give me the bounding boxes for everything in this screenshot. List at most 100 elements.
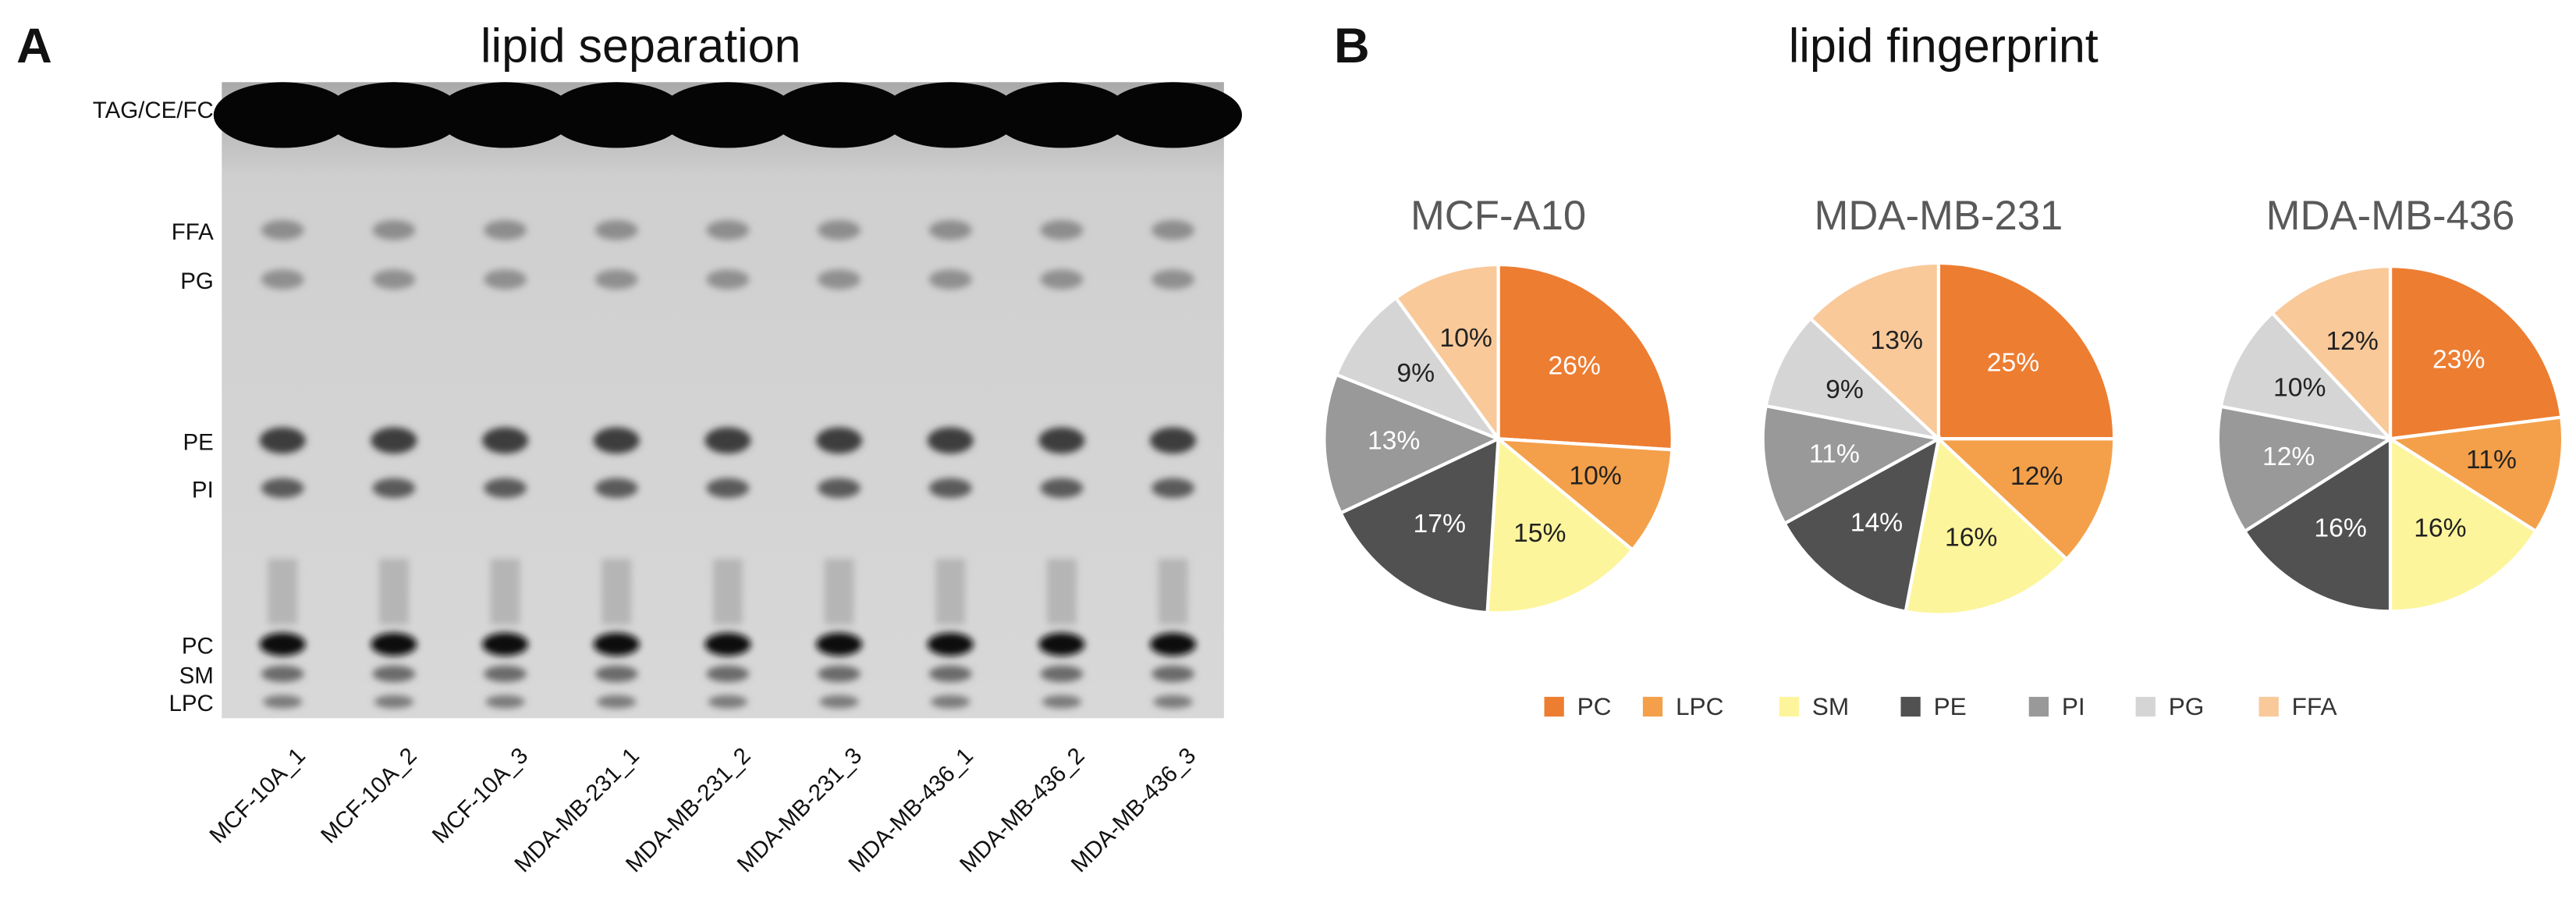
slice-label: 12% [2262, 443, 2315, 471]
slice-label: 10% [1439, 324, 1492, 353]
legend-label: PI [2062, 692, 2085, 720]
tlc-bands [213, 82, 1243, 709]
band [485, 695, 525, 709]
pie-slice [1782, 435, 1941, 614]
band [372, 665, 416, 682]
band [1040, 478, 1084, 499]
slice-label: 10% [2273, 373, 2326, 402]
slice-label: 17% [1414, 510, 1466, 539]
band [706, 665, 750, 682]
legend-swatch [1900, 696, 1921, 717]
pie-slice [1936, 261, 2117, 441]
band [927, 427, 974, 454]
panel-title: lipid fingerprint [1789, 19, 2099, 72]
band-label: PG [180, 268, 214, 294]
band [372, 269, 416, 290]
pie-slice [2242, 435, 2393, 613]
band-label: SM [179, 663, 214, 688]
band [928, 220, 972, 240]
slice-label: 26% [1548, 351, 1600, 380]
pie-slice [1393, 262, 1500, 444]
band [704, 427, 751, 454]
band [708, 695, 748, 709]
band [482, 427, 529, 454]
band [259, 427, 306, 454]
legend-label: PC [1577, 692, 1612, 720]
band [928, 665, 972, 682]
slice-label: 11% [2466, 446, 2517, 475]
band [374, 695, 414, 709]
legend-swatch [1642, 696, 1663, 717]
slice-label: 25% [1987, 349, 2039, 378]
band [484, 269, 527, 290]
pie-title: MDA-MB-231 [1815, 193, 2063, 239]
band [1038, 427, 1085, 454]
band [930, 695, 970, 709]
band-label: TAG/CE/FC [93, 98, 214, 123]
band [1151, 665, 1194, 682]
lane-smear [268, 558, 298, 625]
lane-smear [1158, 558, 1188, 625]
pie-slice [1904, 435, 2070, 617]
panel-title: lipid separation [481, 19, 801, 72]
band [213, 82, 352, 148]
pie-slice [2385, 415, 2565, 534]
band [1151, 478, 1194, 499]
legend-swatch [2258, 696, 2279, 717]
band [484, 665, 527, 682]
band [261, 665, 304, 682]
band [881, 82, 1020, 148]
band [928, 269, 972, 290]
pie-slice [1496, 262, 1674, 452]
band [818, 665, 860, 682]
band-label: PC [182, 633, 214, 659]
band [262, 695, 303, 709]
pie-slice [1322, 372, 1503, 516]
band-label: PI [192, 477, 214, 503]
lane-smear [712, 558, 743, 625]
legend-label: PG [2169, 692, 2205, 720]
lane-smear [601, 558, 632, 625]
panel-letter: A [16, 19, 52, 73]
band [927, 632, 974, 656]
band [706, 269, 750, 290]
band [818, 220, 860, 240]
lane-label: MCF-10A_2 [316, 743, 422, 849]
band [261, 220, 304, 240]
band [482, 632, 529, 656]
band [325, 82, 463, 148]
band [593, 427, 640, 454]
panel-letter: B [1334, 19, 1370, 73]
band [1040, 665, 1084, 682]
pie-slice [1493, 436, 1674, 553]
band [436, 82, 575, 148]
legend-swatch [1779, 696, 1799, 717]
band [658, 82, 797, 148]
slice-label: 10% [1569, 461, 1621, 490]
band [484, 220, 527, 240]
band [1151, 220, 1194, 240]
band [594, 478, 638, 499]
slice-label: 13% [1368, 426, 1420, 455]
band [261, 269, 304, 290]
slice-label: 9% [1396, 359, 1435, 388]
slice-label: 12% [2010, 462, 2063, 491]
lane-label: MCF-10A_1 [204, 743, 310, 849]
lane-smear [935, 558, 966, 625]
band [928, 478, 972, 499]
band [371, 427, 417, 454]
band [706, 478, 750, 499]
band [594, 269, 638, 290]
pie-slice [1334, 295, 1503, 443]
band [704, 632, 751, 656]
lane-smear [1046, 558, 1077, 625]
band [593, 632, 640, 656]
band [596, 695, 637, 709]
legend-label: LPC [1676, 692, 1723, 720]
band [1104, 82, 1243, 148]
lane-smear [824, 558, 854, 625]
band [261, 478, 304, 499]
pie-slice [1485, 435, 1635, 615]
